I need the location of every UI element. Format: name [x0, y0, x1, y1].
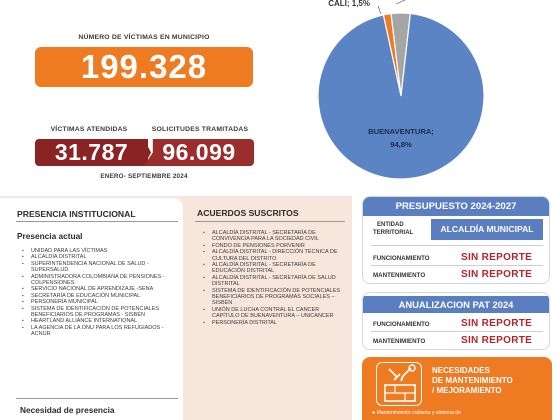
pat-mantenimiento-value: SIN REPORTE — [461, 335, 533, 346]
necesidad-title: Necesidad de presencia — [20, 405, 115, 415]
presencia-title: PRESENCIA INSTITUCIONAL — [17, 209, 136, 219]
solicitudes-label: SOLICITUDES TRAMITADAS — [151, 126, 249, 133]
entidad-label-2: TERRITORIAL — [373, 230, 414, 236]
acuerdo-item: SISTEMA DE IDENTIFICACIÓN DE POTENCIALES… — [200, 288, 346, 307]
pat-title: ANUALIZACION PAT 2024 — [363, 296, 549, 313]
atendidas-label: VÍCTIMAS ATENDIDAS — [50, 126, 128, 133]
necesidades-item: ● Mantenimiento cubierta y sistema de — [372, 410, 461, 416]
presencia-item: ADMINISTRADORA COLOMBIANA DE PENSIONES -… — [19, 274, 179, 287]
necesidades-title-3: / MEJORAMIENTO — [432, 386, 502, 395]
entidad-value: ALCALDÍA MUNICIPAL — [431, 219, 543, 240]
acuerdos-rule — [195, 221, 345, 222]
presupuesto-card: PRESUPUESTO 2024-2027 ENTIDAD TERRITORIA… — [362, 196, 550, 284]
cali-leader-line — [377, 5, 382, 15]
acuerdo-item: ALCALDÍA DISTRITAL - SECRETARÍA DE CONVI… — [200, 230, 346, 243]
pat-mantenimiento-label: Mantenimiento — [373, 338, 426, 345]
acuerdo-item: ALCALDÍA DISTRITAL - DIRECCIÓN TÉCNICA D… — [200, 249, 346, 262]
tools-icon-svg — [384, 364, 416, 402]
pie-svg: CALI; 1,5% BUENAVENTURA; 94,8% — [317, 0, 485, 180]
presencia-item: UNIDAD PARA LAS VÍCTIMAS — [19, 248, 179, 255]
presencia-item: SISTEMA DE IDENTIFICACIÓN DE POTENCIALES… — [19, 306, 179, 319]
presencia-list: UNIDAD PARA LAS VÍCTIMASALCALDÍA DISTRIT… — [19, 248, 179, 338]
pie-chart: CALI; 1,5% BUENAVENTURA; 94,8% — [300, 0, 560, 190]
acuerdo-item: UNIÓN DE LUCHA CONTRAL EL CANCER CAPÍTUL… — [200, 307, 346, 320]
buenaventura-label-line2: 94,8% — [390, 140, 412, 149]
necesidades-card: NECESIDADES DE MANTENIMIENTO / MEJORAMIE… — [362, 357, 552, 420]
funcionamiento-label: FUNCIONAMIENTO — [373, 255, 430, 262]
necesidades-title-1: NECESIDADES — [432, 366, 490, 375]
atendidas-value: 31.787 — [35, 139, 148, 166]
victimas-label: NÚMERO DE VÍCTIMAS EN MUNICIPIO — [78, 34, 210, 41]
presencia-subtitle: Presencia actual — [17, 231, 83, 241]
acuerdo-item: FONDO DE PENSIONES PORVENIR — [200, 243, 346, 250]
funcionamiento-value: SIN REPORTE — [461, 252, 533, 263]
solicitudes-value: 96.099 — [144, 139, 254, 166]
presencia-item: LA AGENCIA DE LA ONU PARA LOS REFUGIADOS… — [19, 325, 179, 338]
pat-funcionamiento-label: Funcionamiento — [373, 321, 430, 328]
presupuesto-title: PRESUPUESTO 2024-2027 — [363, 197, 549, 216]
pat-divider — [371, 331, 543, 332]
necesidades-bullet: ● — [372, 410, 377, 416]
mantenimiento-label: MANTENIMIENTO — [373, 272, 426, 279]
chevron-divider — [141, 139, 151, 166]
acuerdo-item: ALCALDÍA DISTRITAL - SECRETARÍA DE EDUCA… — [200, 262, 346, 275]
presencia-item: ALCALDÍA DISTRITAL — [19, 254, 179, 261]
presencia-item: SUPERINTENDENCIA NACIONAL DE SALUD - SUP… — [19, 261, 179, 274]
cali-label: CALI; 1,5% — [328, 0, 370, 8]
acuerdo-item: ALCALDÍA DISTRITAL - SECRETARÍA DE SALUD… — [200, 275, 346, 288]
buenaventura-label-line1: BUENAVENTURA; — [368, 127, 434, 136]
mantenimiento-value: SIN REPORTE — [461, 269, 533, 280]
acuerdos-title: ACUERDOS SUSCRITOS — [197, 208, 299, 218]
pat-funcionamiento-value: SIN REPORTE — [461, 318, 533, 329]
presencia-item: SECRETARÍA DE EDUCACIÓN MUNICIPAL — [19, 293, 179, 300]
victimas-value: 199.328 — [35, 47, 253, 87]
presencia-item: HEARTLAND ALLIANCE INTERNATIONAL — [19, 318, 179, 325]
presencia-item: SERVICIO NACIONAL DE APRENDIZAJE -SENA — [19, 286, 179, 293]
presupuesto-divider-2 — [371, 265, 543, 266]
acuerdos-list: ALCALDÍA DISTRITAL - SECRETARÍA DE CONVI… — [200, 230, 346, 327]
periodo-label: ENERO- SEPTIEMBRE 2024 — [100, 173, 188, 180]
necesidad-rule — [16, 398, 178, 399]
pie-slice-buenaventura — [317, 12, 485, 180]
entidad-label-1: ENTIDAD — [377, 222, 404, 228]
tools-icon — [376, 362, 422, 406]
acuerdo-item: PERSONERÍA DISTRITAL — [200, 320, 346, 327]
presupuesto-divider-1 — [371, 245, 543, 246]
necesidades-item-text: Mantenimiento cubierta y sistema de — [376, 410, 462, 416]
necesidades-title-2: DE MANTENIMIENTO — [432, 376, 513, 385]
presencia-item: PERSONERÍA MUNICIPAL — [19, 299, 179, 306]
presencia-rule — [16, 221, 178, 222]
pat-card: ANUALIZACION PAT 2024 Funcionamiento SIN… — [362, 292, 550, 350]
other-leader-line — [395, 0, 406, 5]
